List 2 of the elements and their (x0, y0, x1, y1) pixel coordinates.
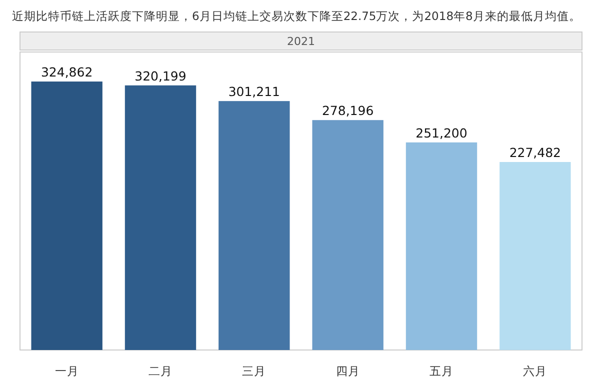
subtitle: 2021 (287, 35, 315, 48)
title: 近期比特币链上活跃度下降明显，6月日均链上交易次数下降至22.75万次，为2018年8月来的最低月均值。 (12, 9, 581, 23)
